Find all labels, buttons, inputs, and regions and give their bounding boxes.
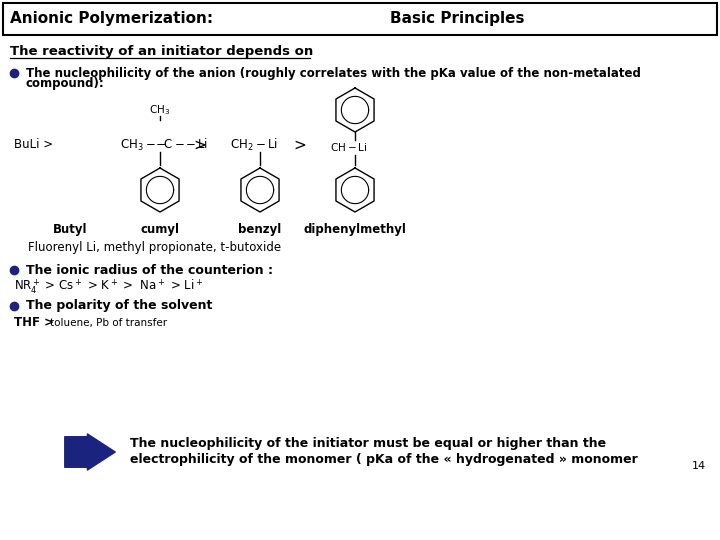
Text: 14: 14 (692, 461, 706, 471)
Text: diphenylmethyl: diphenylmethyl (304, 224, 406, 237)
Text: The nucleophilicity of the initiator must be equal or higher than the: The nucleophilicity of the initiator mus… (130, 436, 606, 449)
FancyBboxPatch shape (3, 3, 717, 35)
Text: The nucleophilicity of the anion (roughly correlates with the pKa value of the n: The nucleophilicity of the anion (roughl… (26, 66, 641, 79)
Text: Basic Principles: Basic Principles (390, 11, 524, 26)
Text: BuLi >: BuLi > (14, 138, 53, 152)
Text: >: > (193, 138, 206, 152)
Text: compound):: compound): (26, 78, 104, 91)
Text: $\mathregular{CH_3}$: $\mathregular{CH_3}$ (149, 103, 171, 117)
Text: $\mathregular{CH_3-\!\!-\!\!C-\!\!-Li}$: $\mathregular{CH_3-\!\!-\!\!C-\!\!-Li}$ (120, 137, 208, 153)
Text: Anionic Polymerization:: Anionic Polymerization: (10, 11, 213, 26)
Text: The ionic radius of the counterion :: The ionic radius of the counterion : (26, 264, 273, 276)
Text: electrophilicity of the monomer ( pKa of the « hydrogenated » monomer: electrophilicity of the monomer ( pKa of… (130, 454, 638, 467)
Text: Fluorenyl Li, methyl propionate, t-butoxide: Fluorenyl Li, methyl propionate, t-butox… (28, 241, 281, 254)
Text: benzyl: benzyl (238, 224, 282, 237)
Text: The polarity of the solvent: The polarity of the solvent (26, 300, 212, 313)
Text: toluene, Pb of transfer: toluene, Pb of transfer (50, 318, 167, 328)
Text: Butyl: Butyl (53, 224, 87, 237)
Text: $\mathregular{CH-Li}$: $\mathregular{CH-Li}$ (330, 141, 367, 153)
Text: $\mathregular{CH_2-Li}$: $\mathregular{CH_2-Li}$ (230, 137, 278, 153)
Text: cumyl: cumyl (140, 224, 179, 237)
Text: THF >: THF > (14, 316, 54, 329)
FancyArrowPatch shape (65, 434, 115, 470)
Text: The reactivity of an initiator depends on: The reactivity of an initiator depends o… (10, 45, 313, 58)
Text: NR$_4^+$ > Cs$^+$ > K$^+$ >  Na$^+$ > Li$^+$: NR$_4^+$ > Cs$^+$ > K$^+$ > Na$^+$ > Li$… (14, 278, 204, 296)
Text: >: > (293, 138, 306, 152)
